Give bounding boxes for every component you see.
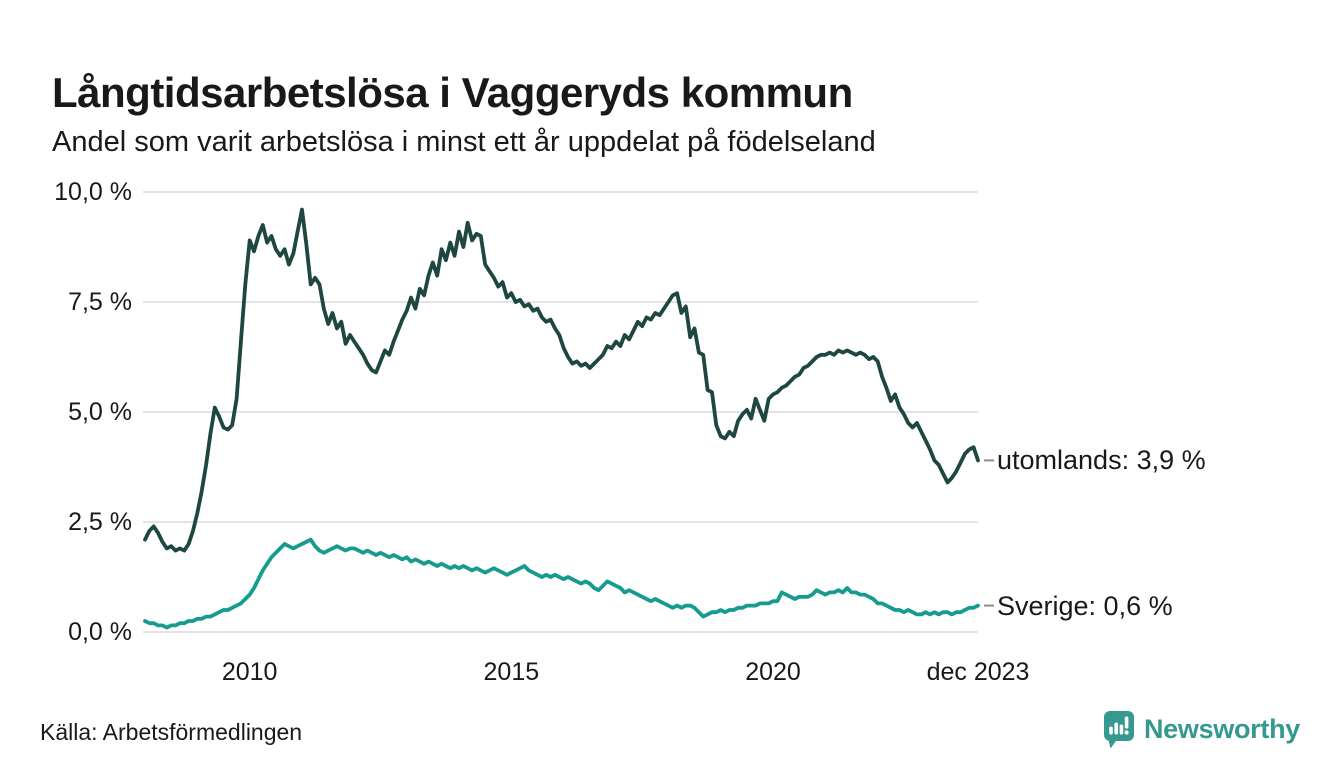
newsworthy-logo: Newsworthy — [1102, 709, 1300, 749]
x-tick-2010: 2010 — [221, 658, 278, 686]
y-tick-7-5: 7,5 % — [68, 288, 132, 316]
x-tick-dec-2023: dec 2023 — [926, 658, 1030, 686]
utomlands-line — [143, 207, 980, 553]
gridlines — [143, 191, 978, 633]
y-tick-0: 0,0 % — [68, 618, 132, 646]
end-tick-dashes — [984, 459, 994, 607]
newsworthy-bubble-chart-icon — [1102, 709, 1136, 749]
series-label-sverige: Sverige: 0,6 % — [997, 590, 1173, 621]
series-lines — [143, 207, 980, 630]
y-tick-10: 10,0 % — [54, 178, 132, 206]
chart-subtitle: Andel som varit arbetslösa i minst ett å… — [52, 126, 876, 158]
page-title: Långtidsarbetslösa i Vaggeryds kommun — [52, 69, 853, 117]
x-tick-2015: 2015 — [483, 658, 540, 686]
Sverige-line — [143, 537, 980, 630]
y-tick-2-5: 2,5 % — [68, 508, 132, 536]
newsworthy-wordmark: Newsworthy — [1143, 713, 1300, 744]
x-tick-2020: 2020 — [745, 658, 801, 686]
series-label-utomlands: utomlands: 3,9 % — [997, 445, 1206, 476]
y-tick-5: 5,0 % — [68, 398, 132, 426]
source-note: Källa: Arbetsförmedlingen — [40, 719, 303, 745]
